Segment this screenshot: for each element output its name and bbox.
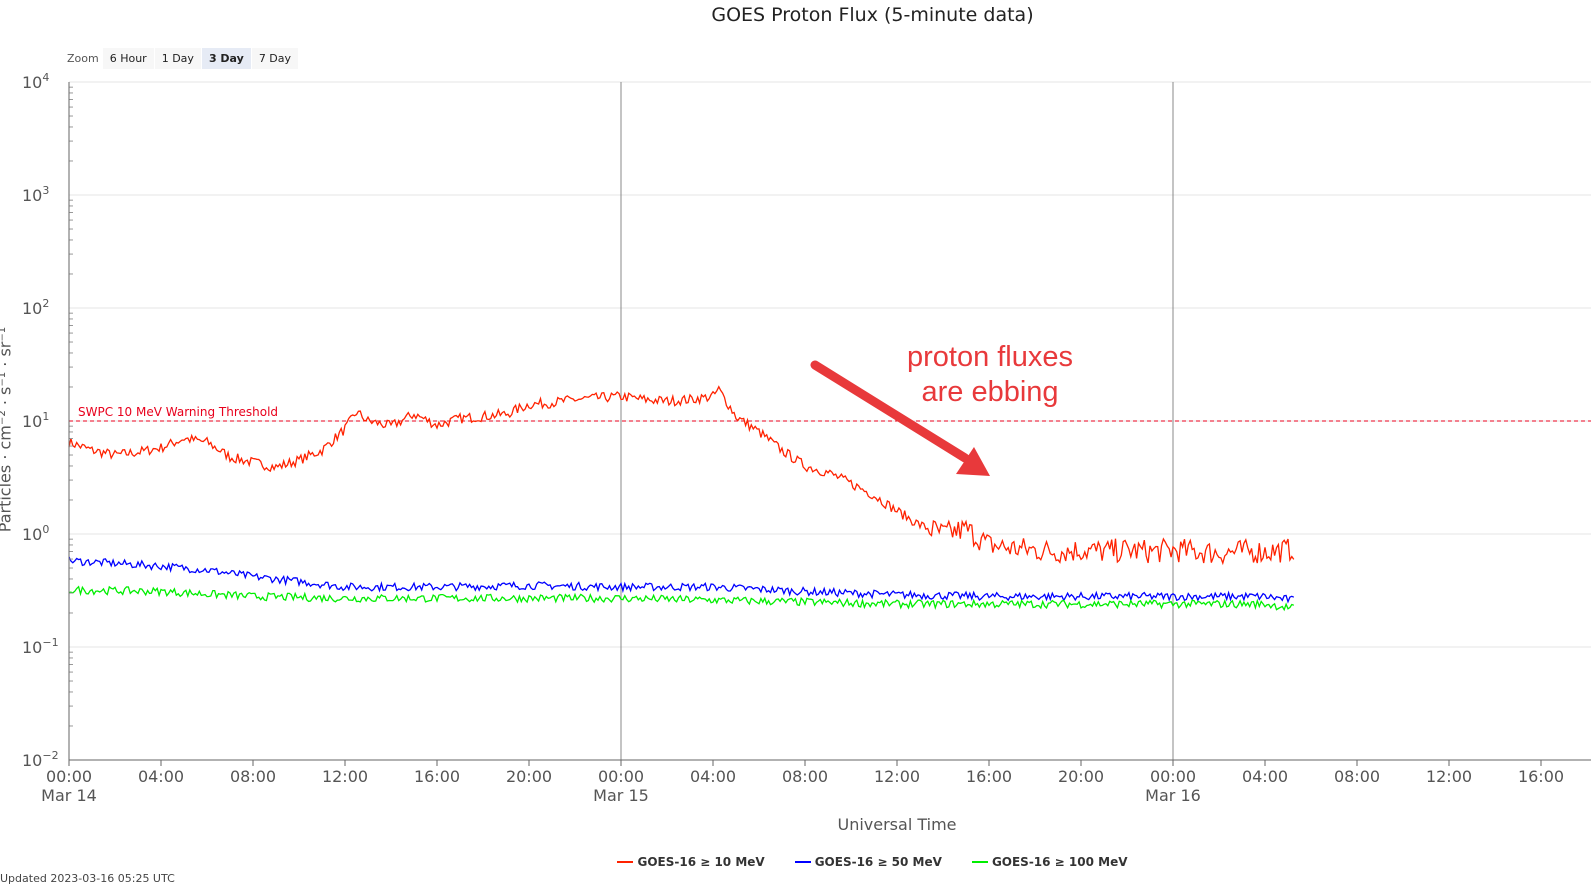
x-tick-label: 12:00: [322, 767, 368, 786]
x-axis-label: Universal Time: [837, 815, 957, 834]
update-credit: Updated 2023-03-16 05:25 UTC: [0, 872, 175, 885]
y-tick-label: 10−2: [22, 749, 59, 770]
zoom-label: Zoom: [67, 52, 99, 65]
legend-swatch-10mev: [617, 861, 634, 863]
y-tick-label: 10−1: [22, 636, 59, 657]
x-tick-date-label: Mar 14: [41, 786, 97, 805]
annotation-line-2: are ebbing: [921, 376, 1059, 408]
x-tick-label: 20:00: [506, 767, 552, 786]
x-tick-label: 04:00: [690, 767, 736, 786]
zoom-3-day-button[interactable]: 3 Day: [201, 48, 251, 69]
zoom-1-day-button[interactable]: 1 Day: [154, 48, 201, 69]
legend-label-100mev: GOES-16 ≥ 100 MeV: [991, 855, 1128, 869]
legend-swatch-100mev: [971, 861, 988, 863]
y-tick-label: 104: [22, 71, 49, 92]
zoom-bar: Zoom 6 Hour 1 Day 3 Day 7 Day: [67, 48, 299, 69]
x-tick-label: 16:00: [1518, 767, 1564, 786]
y-tick-label: 100: [22, 523, 49, 544]
annotation-arrow-shaft: [810, 360, 970, 463]
x-tick-label: 08:00: [782, 767, 828, 786]
threshold-label: SWPC 10 MeV Warning Threshold: [78, 405, 278, 419]
x-tick-label: 04:00: [138, 767, 184, 786]
x-tick-label: 16:00: [414, 767, 460, 786]
y-axis-label: Particles · cm⁻² · s⁻¹ · sr⁻¹: [0, 326, 15, 533]
annotation-arrow-head: [956, 447, 990, 476]
series-lines: [68, 385, 1295, 612]
x-tick-label: 16:00: [966, 767, 1012, 786]
x-tick-label: 12:00: [1426, 767, 1472, 786]
threshold: SWPC 10 MeV Warning Threshold: [69, 405, 1591, 422]
y-tick-label: 102: [22, 297, 49, 318]
grid: [69, 81, 1591, 761]
zoom-6-hour-button[interactable]: 6 Hour: [102, 48, 154, 69]
legend-swatch-50mev: [794, 861, 811, 863]
x-tick-label: 12:00: [874, 767, 920, 786]
annotation-text: proton fluxes are ebbing: [890, 340, 1090, 410]
legend-label-50mev: GOES-16 ≥ 50 MeV: [814, 855, 942, 869]
series-line-100mev: [68, 585, 1295, 612]
annotation-arrow: [810, 360, 990, 476]
x-tick-label: 00:00: [598, 767, 644, 786]
x-tick-date-label: Mar 16: [1145, 786, 1201, 805]
y-tick-label: 103: [22, 184, 49, 205]
x-tick-label: 00:00: [1150, 767, 1196, 786]
annotation-line-1: proton fluxes: [906, 341, 1074, 373]
legend-item-100mev[interactable]: GOES-16 ≥ 100 MeV: [971, 855, 1128, 869]
zoom-7-day-button[interactable]: 7 Day: [251, 48, 299, 69]
x-tick-label: 08:00: [1334, 767, 1380, 786]
series-line-10mev: [68, 385, 1295, 566]
legend-item-10mev[interactable]: GOES-16 ≥ 10 MeV: [617, 855, 765, 869]
chart-title: GOES Proton Flux (5-minute data): [711, 4, 1034, 26]
series-line-50mev: [68, 556, 1295, 604]
legend-label-10mev: GOES-16 ≥ 10 MeV: [637, 855, 765, 869]
legend-item-50mev[interactable]: GOES-16 ≥ 50 MeV: [794, 855, 942, 869]
x-tick-label: 08:00: [230, 767, 276, 786]
x-tick-label: 04:00: [1242, 767, 1288, 786]
x-tick-label: 00:00: [46, 767, 92, 786]
legend: GOES-16 ≥ 10 MeV GOES-16 ≥ 50 MeV GOES-1…: [0, 855, 1591, 869]
x-tick-date-label: Mar 15: [593, 786, 649, 805]
y-tick-label: 101: [22, 410, 49, 431]
x-tick-label: 20:00: [1058, 767, 1104, 786]
